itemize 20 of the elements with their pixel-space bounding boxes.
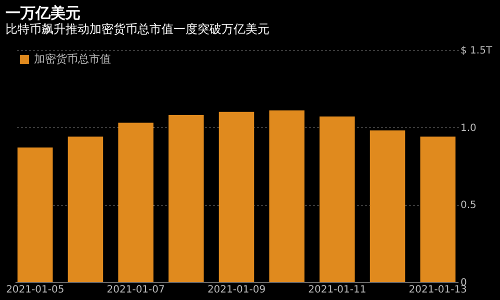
- x-tick-label: 2021-01-05: [6, 284, 64, 296]
- bar: [68, 136, 104, 282]
- y-tick-label: 1.0: [460, 122, 476, 134]
- y-tick-label: 0.5: [460, 200, 476, 212]
- bar: [370, 130, 406, 282]
- x-tick-label: 2021-01-07: [106, 284, 165, 296]
- chart-title: 一万亿美元: [6, 4, 81, 22]
- chart-subtitle: 比特币飙升推动加密货币总市值一度突破万亿美元: [6, 22, 270, 36]
- y-tick-label: $ 1.5T: [460, 46, 493, 56]
- x-tick-label: 2021-01-09: [207, 284, 266, 296]
- bar: [218, 112, 254, 282]
- bar: [118, 122, 154, 282]
- bar: [269, 110, 304, 282]
- bar: [168, 114, 204, 282]
- bar: [18, 147, 53, 282]
- x-tick-label: 2021-01-11: [308, 284, 366, 296]
- bar: [320, 116, 355, 282]
- bar: [420, 136, 456, 282]
- legend-label: 加密货币总市值: [34, 52, 111, 66]
- x-tick-label: 2021-01-13: [408, 284, 467, 296]
